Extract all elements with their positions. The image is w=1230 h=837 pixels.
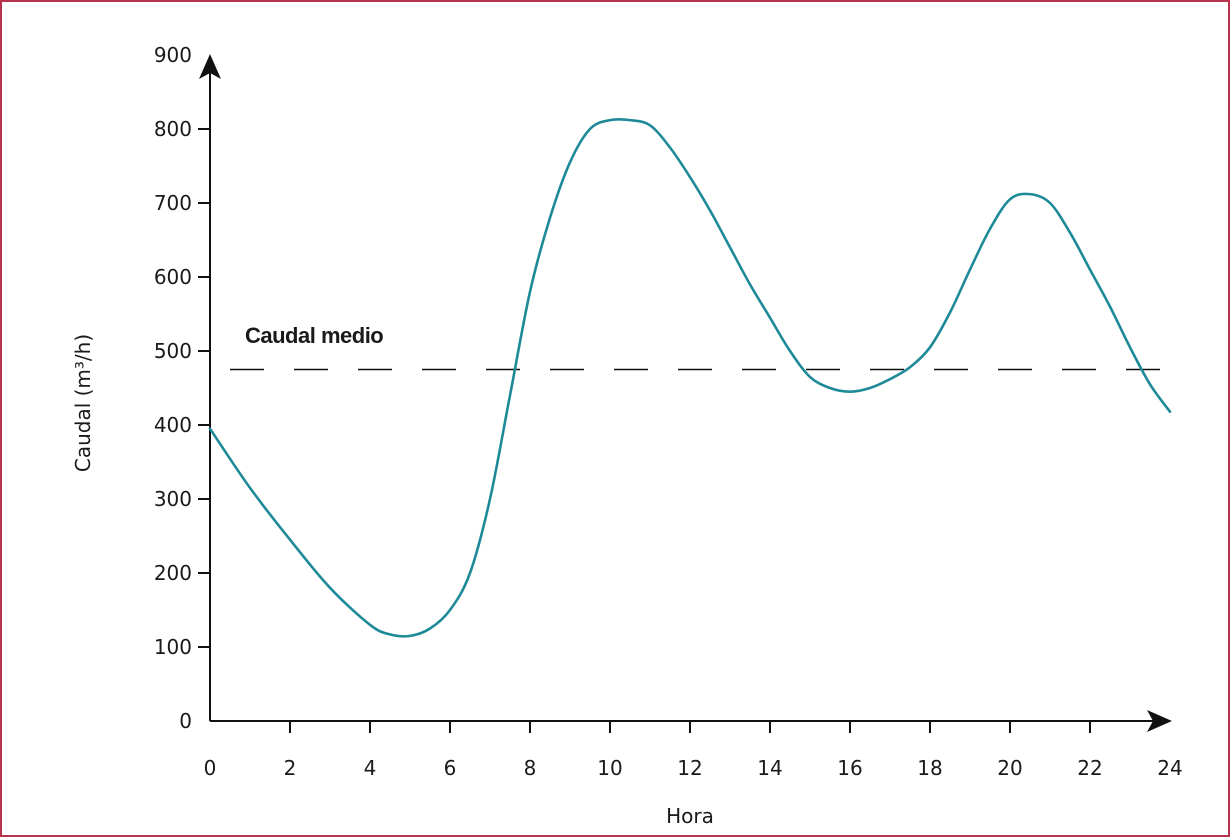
x-tick-label: 6 bbox=[444, 756, 457, 780]
x-tick-label: 0 bbox=[204, 756, 217, 780]
y-tick-label: 200 bbox=[154, 561, 192, 585]
x-tick-label: 12 bbox=[677, 756, 702, 780]
series-group bbox=[208, 117, 1172, 638]
series-line-caudal bbox=[208, 117, 1172, 638]
y-tick-label: 600 bbox=[154, 265, 192, 289]
x-tick-label: 14 bbox=[757, 756, 782, 780]
y-tick-label: 300 bbox=[154, 487, 192, 511]
x-tick-label: 18 bbox=[917, 756, 942, 780]
mean-flow-label: Caudal medio bbox=[245, 323, 383, 348]
y-axis-arrow bbox=[199, 54, 221, 79]
x-tick-label: 2 bbox=[284, 756, 297, 780]
y-tick-label: 0 bbox=[179, 709, 192, 733]
x-tick-label: 16 bbox=[837, 756, 862, 780]
x-tick-label: 8 bbox=[524, 756, 537, 780]
y-tick-label: 800 bbox=[154, 117, 192, 141]
y-axis-label: Caudal (m³/h) bbox=[71, 334, 95, 472]
axes bbox=[199, 54, 1172, 732]
y-tick-label: 900 bbox=[154, 43, 192, 67]
y-tick-label: 400 bbox=[154, 413, 192, 437]
y-tick-label: 500 bbox=[154, 339, 192, 363]
y-axis-ticks: 0 100 200 300 400 500 600 700 800 900 bbox=[154, 43, 210, 733]
y-tick-label: 100 bbox=[154, 635, 192, 659]
x-tick-label: 20 bbox=[997, 756, 1022, 780]
x-axis-ticks: 0 2 4 6 8 10 12 14 16 18 20 22 24 bbox=[204, 721, 1183, 780]
x-tick-label: 24 bbox=[1157, 756, 1182, 780]
y-tick-label: 700 bbox=[154, 191, 192, 215]
x-tick-label: 4 bbox=[364, 756, 377, 780]
x-axis-arrow bbox=[1147, 710, 1172, 732]
x-tick-label: 22 bbox=[1077, 756, 1102, 780]
x-axis-label: Hora bbox=[666, 804, 714, 828]
x-tick-label: 10 bbox=[597, 756, 622, 780]
